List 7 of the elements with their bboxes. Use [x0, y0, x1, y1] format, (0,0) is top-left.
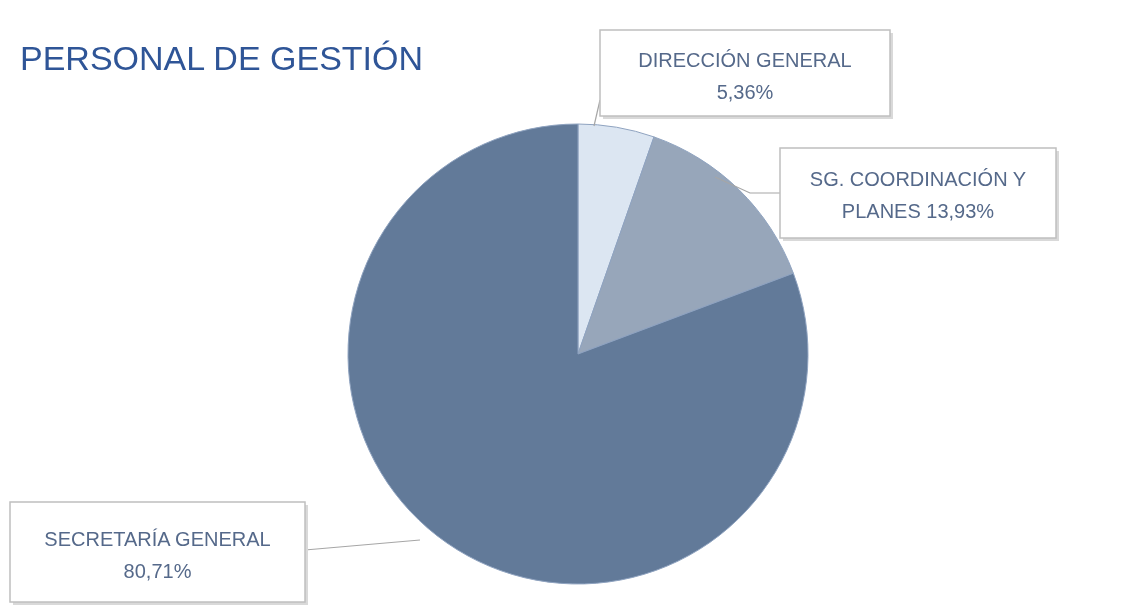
slice-label: SG. COORDINACIÓN Y PLANES 13,93% — [809, 168, 1027, 222]
pie-slice — [347, 123, 809, 585]
chart-title: PERSONAL DE GESTIÓN — [20, 39, 424, 77]
data-label: 5,36% — [716, 81, 774, 103]
data-label: 80,71% — [123, 560, 192, 582]
slice-label: SECRETARÍA GENERAL — [44, 528, 271, 550]
slice-label: DIRECCIÓN GENERAL — [638, 49, 852, 71]
